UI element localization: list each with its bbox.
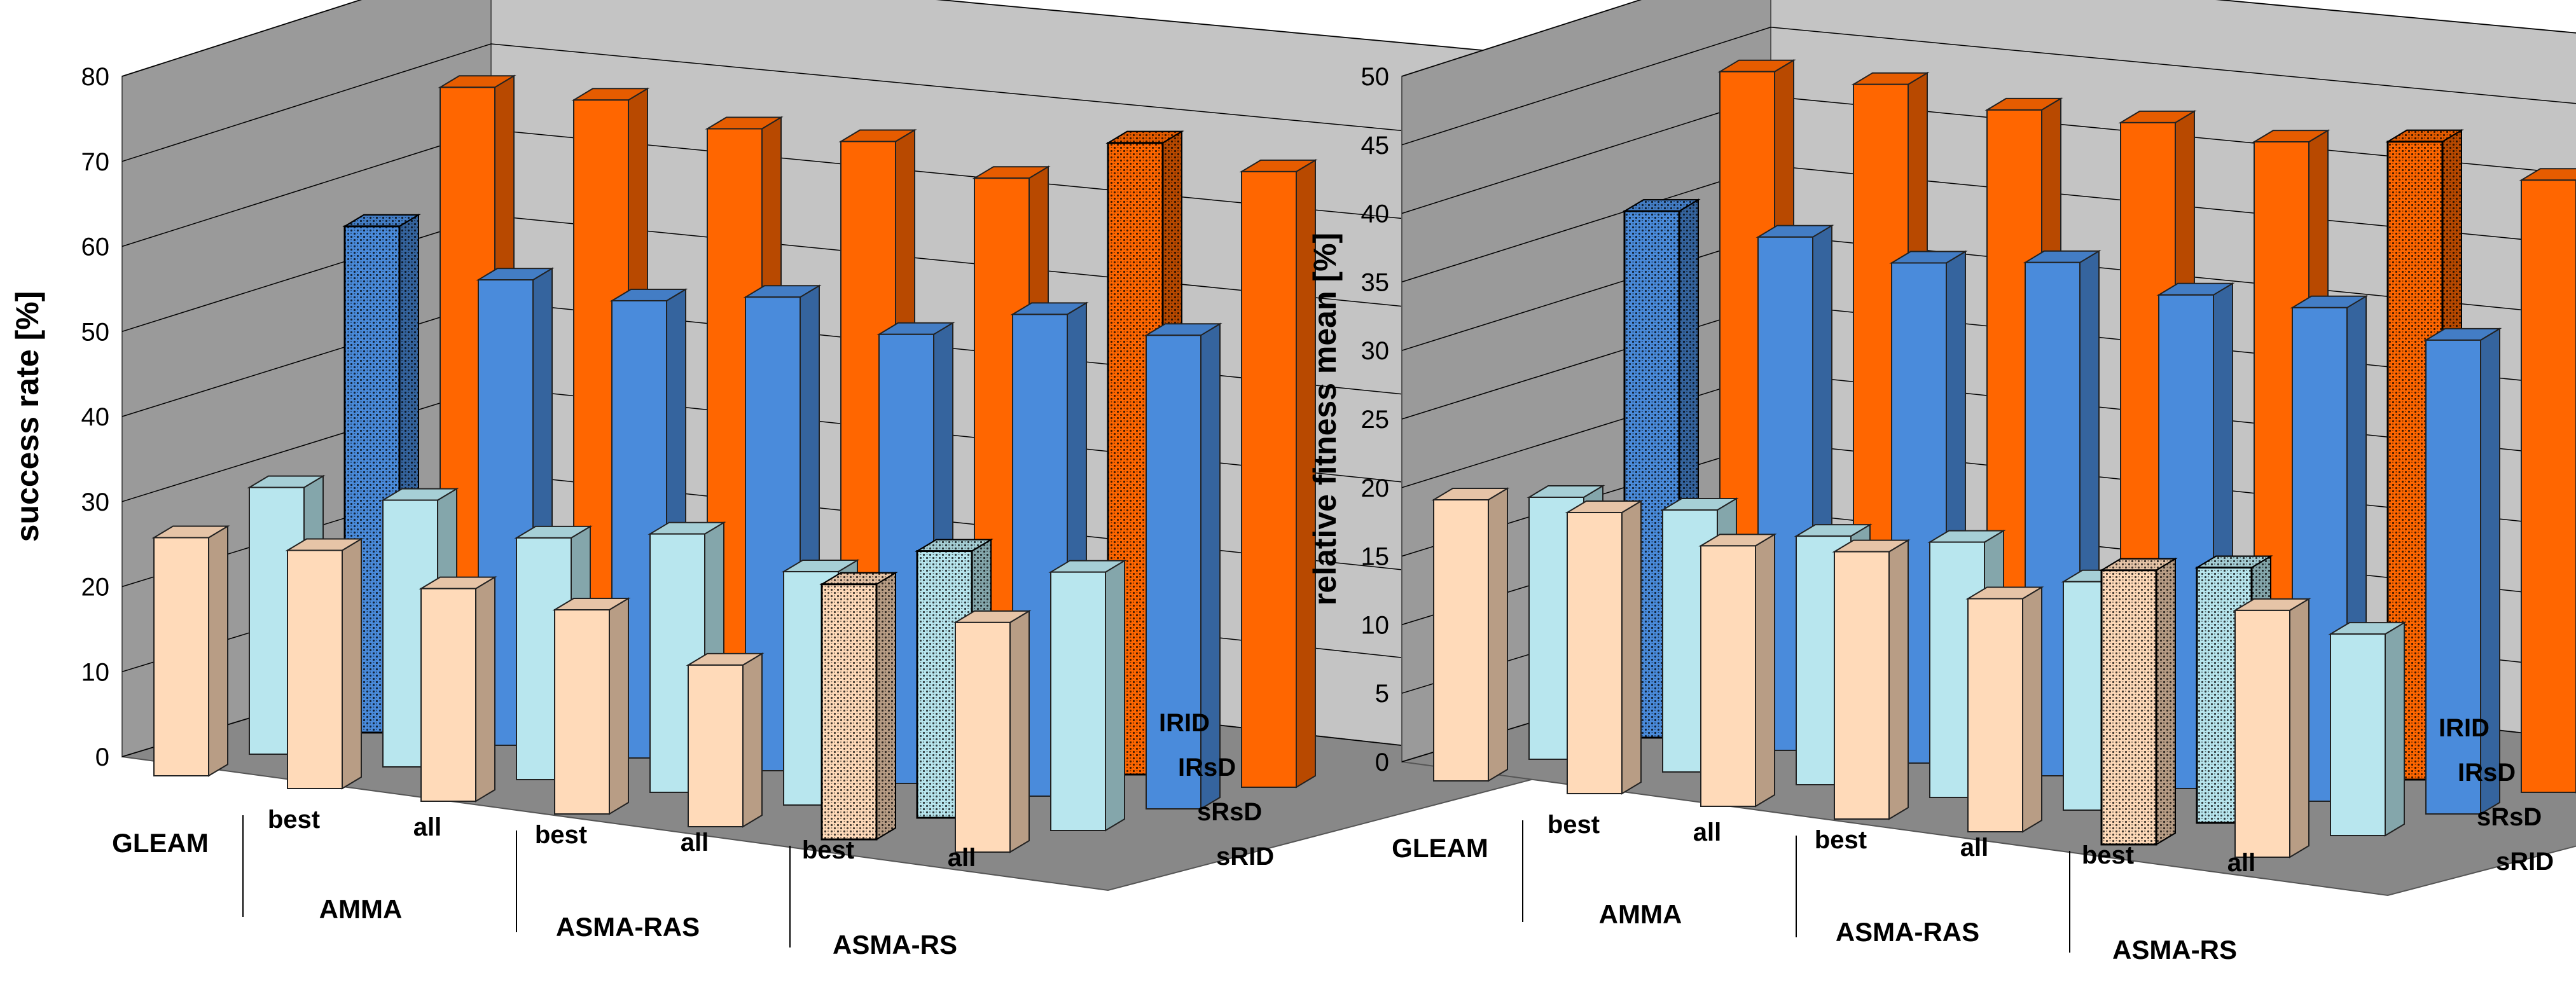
category-label: best (1548, 811, 1600, 839)
bar-sRID-amma-best (285, 537, 364, 790)
category-label: GLEAM (112, 828, 209, 858)
bar-sRID-amma-all (419, 575, 497, 803)
bar-sRsD-asma-rs-all (1048, 559, 1127, 832)
relative-fitness-mean-chart: 0 5 10 15 20 25 30 35 40 45 50 relative fitness mea… (1307, 0, 2576, 965)
y-axis-label: success rate [%] (10, 291, 45, 542)
y-tick-label: 60 (81, 233, 110, 261)
bar-IRID-asma-rs-all (2519, 168, 2576, 794)
y-tick-label: 40 (1361, 200, 1390, 228)
category-label: all (1960, 834, 1988, 862)
series-axis-label-sRID: sRID (2496, 848, 2554, 876)
bar-sRID-asma-rs-best (819, 572, 898, 841)
bar-sRID-asma-rs-all (953, 610, 1032, 853)
group-label: ASMA-RS (2112, 935, 2237, 965)
category-label: GLEAM (1392, 833, 1488, 863)
gridline (121, 0, 1586, 77)
category-label: best (535, 821, 587, 849)
bar-sRID-asma-ras-best (1832, 539, 1911, 820)
y-tick-label: 20 (81, 574, 110, 602)
group-label: ASMA-RS (833, 930, 957, 960)
y-tick-label: 70 (81, 148, 110, 176)
category-label: all (948, 844, 976, 872)
group-label: AMMA (319, 894, 403, 924)
y-tick-label: 40 (81, 403, 110, 431)
series-axis-label-IRID: IRID (2439, 714, 2489, 742)
bar-sRID-asma-rs-all (2233, 598, 2311, 858)
bar-sRID-amma-all (1698, 533, 1777, 808)
group-label: ASMA-RAS (1836, 917, 1979, 947)
bar-sRID-gleam (1431, 487, 1510, 782)
category-label: best (1815, 826, 1867, 854)
bar-IRsD-asma-rs-all (2423, 327, 2502, 815)
gridline (1401, 27, 2576, 146)
category-label: best (268, 806, 320, 834)
y-tick-label: 10 (1361, 611, 1390, 639)
series-axis-label-sRsD: sRsD (1197, 798, 1262, 826)
bar-IRsD-asma-rs-all (1144, 322, 1222, 810)
series-axis-label-sRsD: sRsD (2477, 803, 2542, 831)
category-label: all (2227, 849, 2255, 877)
y-tick-label: 30 (1361, 337, 1390, 365)
y-tick-label: 15 (1361, 543, 1390, 571)
y-tick-label: 0 (1375, 748, 1389, 776)
y-tick-label: 0 (95, 743, 109, 771)
category-label: best (802, 836, 854, 864)
y-axis-label: relative fitness mean [%] (1307, 233, 1343, 605)
group-label: AMMA (1599, 899, 1682, 929)
series-axis-label-IRsD: IRsD (1178, 754, 1236, 782)
y-tick-label: 30 (81, 488, 110, 516)
y-tick-label: 80 (81, 63, 110, 91)
y-tick-label: 10 (81, 658, 110, 686)
category-label: all (681, 829, 709, 857)
y-tick-label: 35 (1361, 268, 1390, 296)
bar-sRID-gleam (151, 525, 230, 777)
series-axis-label-IRsD: IRsD (2458, 759, 2516, 787)
bar-sRID-asma-ras-all (686, 652, 765, 828)
bar-sRID-amma-best (1565, 500, 1644, 795)
category-label: all (1693, 818, 1721, 846)
bar-sRID-asma-ras-all (1965, 586, 2044, 833)
series-axis-label-sRID: sRID (1216, 843, 1274, 871)
y-tick-label: 20 (1361, 474, 1390, 502)
bar-sRID-asma-rs-best (2099, 558, 2178, 846)
bar-IRID-asma-rs-all (1239, 159, 1318, 789)
gridline (121, 43, 1586, 162)
y-tick-label: 45 (1361, 132, 1390, 160)
bar-sRsD-asma-rs-all (2328, 621, 2407, 837)
series-axis-label-IRID: IRID (1159, 709, 1210, 737)
gridline (1401, 0, 2576, 77)
y-tick-label: 50 (81, 318, 110, 346)
category-label: all (413, 813, 441, 841)
category-label: best (2082, 841, 2134, 869)
group-label: ASMA-RAS (556, 912, 700, 942)
y-tick-label: 25 (1361, 406, 1390, 434)
bar-sRID-asma-ras-best (552, 597, 631, 815)
y-tick-label: 50 (1361, 63, 1390, 91)
y-tick-label: 5 (1375, 680, 1389, 708)
